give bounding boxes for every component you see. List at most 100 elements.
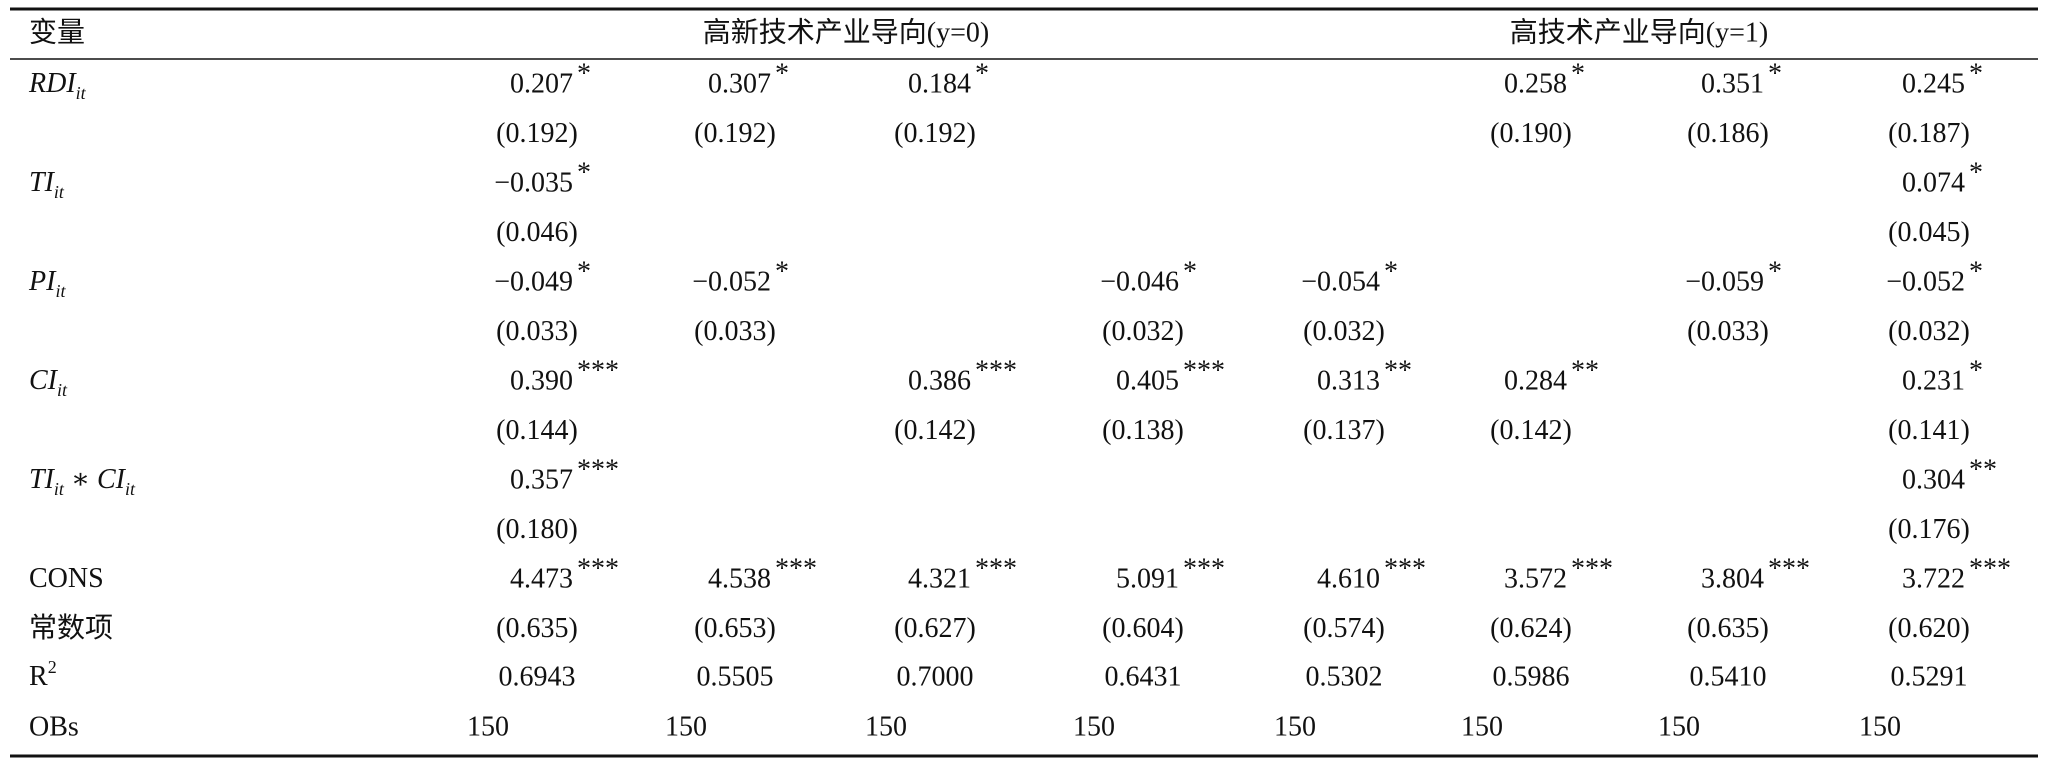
significance-stars: *: [1768, 58, 1782, 89]
coefficient: 0.231: [1902, 365, 1965, 396]
standard-error: (0.620): [1888, 613, 1970, 644]
label-part: TI: [29, 464, 56, 495]
row-label: OBs: [29, 711, 79, 742]
coefficient: 3.572: [1504, 563, 1567, 594]
subscript: it: [57, 380, 68, 400]
observations: 150: [1461, 711, 1503, 742]
standard-error: (0.032): [1303, 316, 1385, 347]
significance-stars: ***: [775, 553, 817, 584]
observations: 150: [665, 711, 707, 742]
standard-error: (0.624): [1490, 613, 1572, 644]
label-part: PI: [28, 266, 57, 297]
coefficient: 0.184: [908, 68, 971, 99]
coefficient: 0.307: [708, 68, 771, 99]
coefficient: −0.059: [1685, 266, 1764, 297]
standard-error: (0.045): [1888, 217, 1970, 248]
coefficient: −0.054: [1301, 266, 1380, 297]
observations: 150: [1859, 711, 1901, 742]
standard-error: (0.186): [1687, 118, 1769, 149]
coefficient: 0.304: [1902, 464, 1965, 495]
coefficient: 3.722: [1902, 563, 1965, 594]
coefficient: 3.804: [1701, 563, 1764, 594]
significance-stars: **: [1571, 355, 1599, 386]
standard-error: (0.137): [1303, 415, 1385, 446]
coefficient: 0.074: [1902, 167, 1965, 198]
standard-error: (0.635): [496, 613, 578, 644]
label-part: RDI: [28, 68, 77, 99]
observations: 150: [865, 711, 907, 742]
significance-stars: ***: [577, 355, 619, 386]
significance-stars: *: [1969, 157, 1983, 188]
subscript: it: [76, 83, 87, 103]
standard-error: (0.192): [496, 118, 578, 149]
standard-error: (0.032): [1102, 316, 1184, 347]
coefficient: 4.473: [510, 563, 573, 594]
significance-stars: *: [1571, 58, 1585, 89]
standard-error: (0.032): [1888, 316, 1970, 347]
observations: 150: [1274, 711, 1316, 742]
significance-stars: *: [577, 256, 591, 287]
coefficient: −0.052: [1886, 266, 1965, 297]
row-label: R2: [29, 657, 57, 692]
label-part: CONS: [29, 563, 104, 594]
significance-stars: ***: [1768, 553, 1810, 584]
significance-stars: ***: [975, 553, 1017, 584]
standard-error: (0.142): [1490, 415, 1572, 446]
standard-error: (0.574): [1303, 613, 1385, 644]
significance-stars: ***: [975, 355, 1017, 386]
observations: 150: [1073, 711, 1115, 742]
significance-stars: *: [1183, 256, 1197, 287]
subscript: it: [54, 479, 65, 499]
standard-error: (0.604): [1102, 613, 1184, 644]
significance-stars: *: [577, 58, 591, 89]
coefficient: −0.049: [494, 266, 573, 297]
coefficient: −0.052: [692, 266, 771, 297]
label-part: ∗: [64, 464, 97, 495]
row-label: CONS: [29, 563, 104, 594]
r-squared: 0.6431: [1105, 661, 1182, 692]
significance-stars: *: [1384, 256, 1398, 287]
label-part: TI: [29, 167, 56, 198]
r-squared: 0.6943: [499, 661, 576, 692]
significance-stars: ***: [1384, 553, 1426, 584]
significance-stars: ***: [577, 454, 619, 485]
significance-stars: ***: [1969, 553, 2011, 584]
standard-error: (0.144): [496, 415, 578, 446]
significance-stars: *: [775, 58, 789, 89]
subscript: it: [55, 281, 66, 301]
label-part: R: [29, 661, 48, 692]
coefficient: 0.390: [510, 365, 573, 396]
significance-stars: *: [577, 157, 591, 188]
coefficient: 4.321: [908, 563, 971, 594]
standard-error: (0.627): [894, 613, 976, 644]
label-part: CI: [97, 464, 127, 495]
standard-error: (0.187): [1888, 118, 1970, 149]
row-label: RDIit: [28, 68, 87, 103]
coefficient: 0.284: [1504, 365, 1567, 396]
significance-stars: ***: [1571, 553, 1613, 584]
r-squared: 0.5505: [697, 661, 774, 692]
coefficient: 0.386: [908, 365, 971, 396]
row-label: CIit: [29, 365, 68, 400]
significance-stars: **: [1969, 454, 1997, 485]
r-squared: 0.5302: [1306, 661, 1383, 692]
significance-stars: *: [1969, 355, 1983, 386]
coefficient: 0.258: [1504, 68, 1567, 99]
coefficient: 0.207: [510, 68, 573, 99]
row-label: TIit ∗ CIit: [29, 464, 136, 499]
standard-error: (0.192): [694, 118, 776, 149]
standard-error: (0.635): [1687, 613, 1769, 644]
standard-error: (0.046): [496, 217, 578, 248]
standard-error: (0.192): [894, 118, 976, 149]
coefficient: 0.405: [1116, 365, 1179, 396]
coefficient: −0.035: [494, 167, 573, 198]
observations: 150: [1658, 711, 1700, 742]
standard-error: (0.033): [1687, 316, 1769, 347]
coefficient: 5.091: [1116, 563, 1179, 594]
standard-error: (0.653): [694, 613, 776, 644]
header-label: 变量: [29, 16, 85, 48]
standard-error: (0.033): [694, 316, 776, 347]
standard-error: (0.033): [496, 316, 578, 347]
coefficient: 4.538: [708, 563, 771, 594]
